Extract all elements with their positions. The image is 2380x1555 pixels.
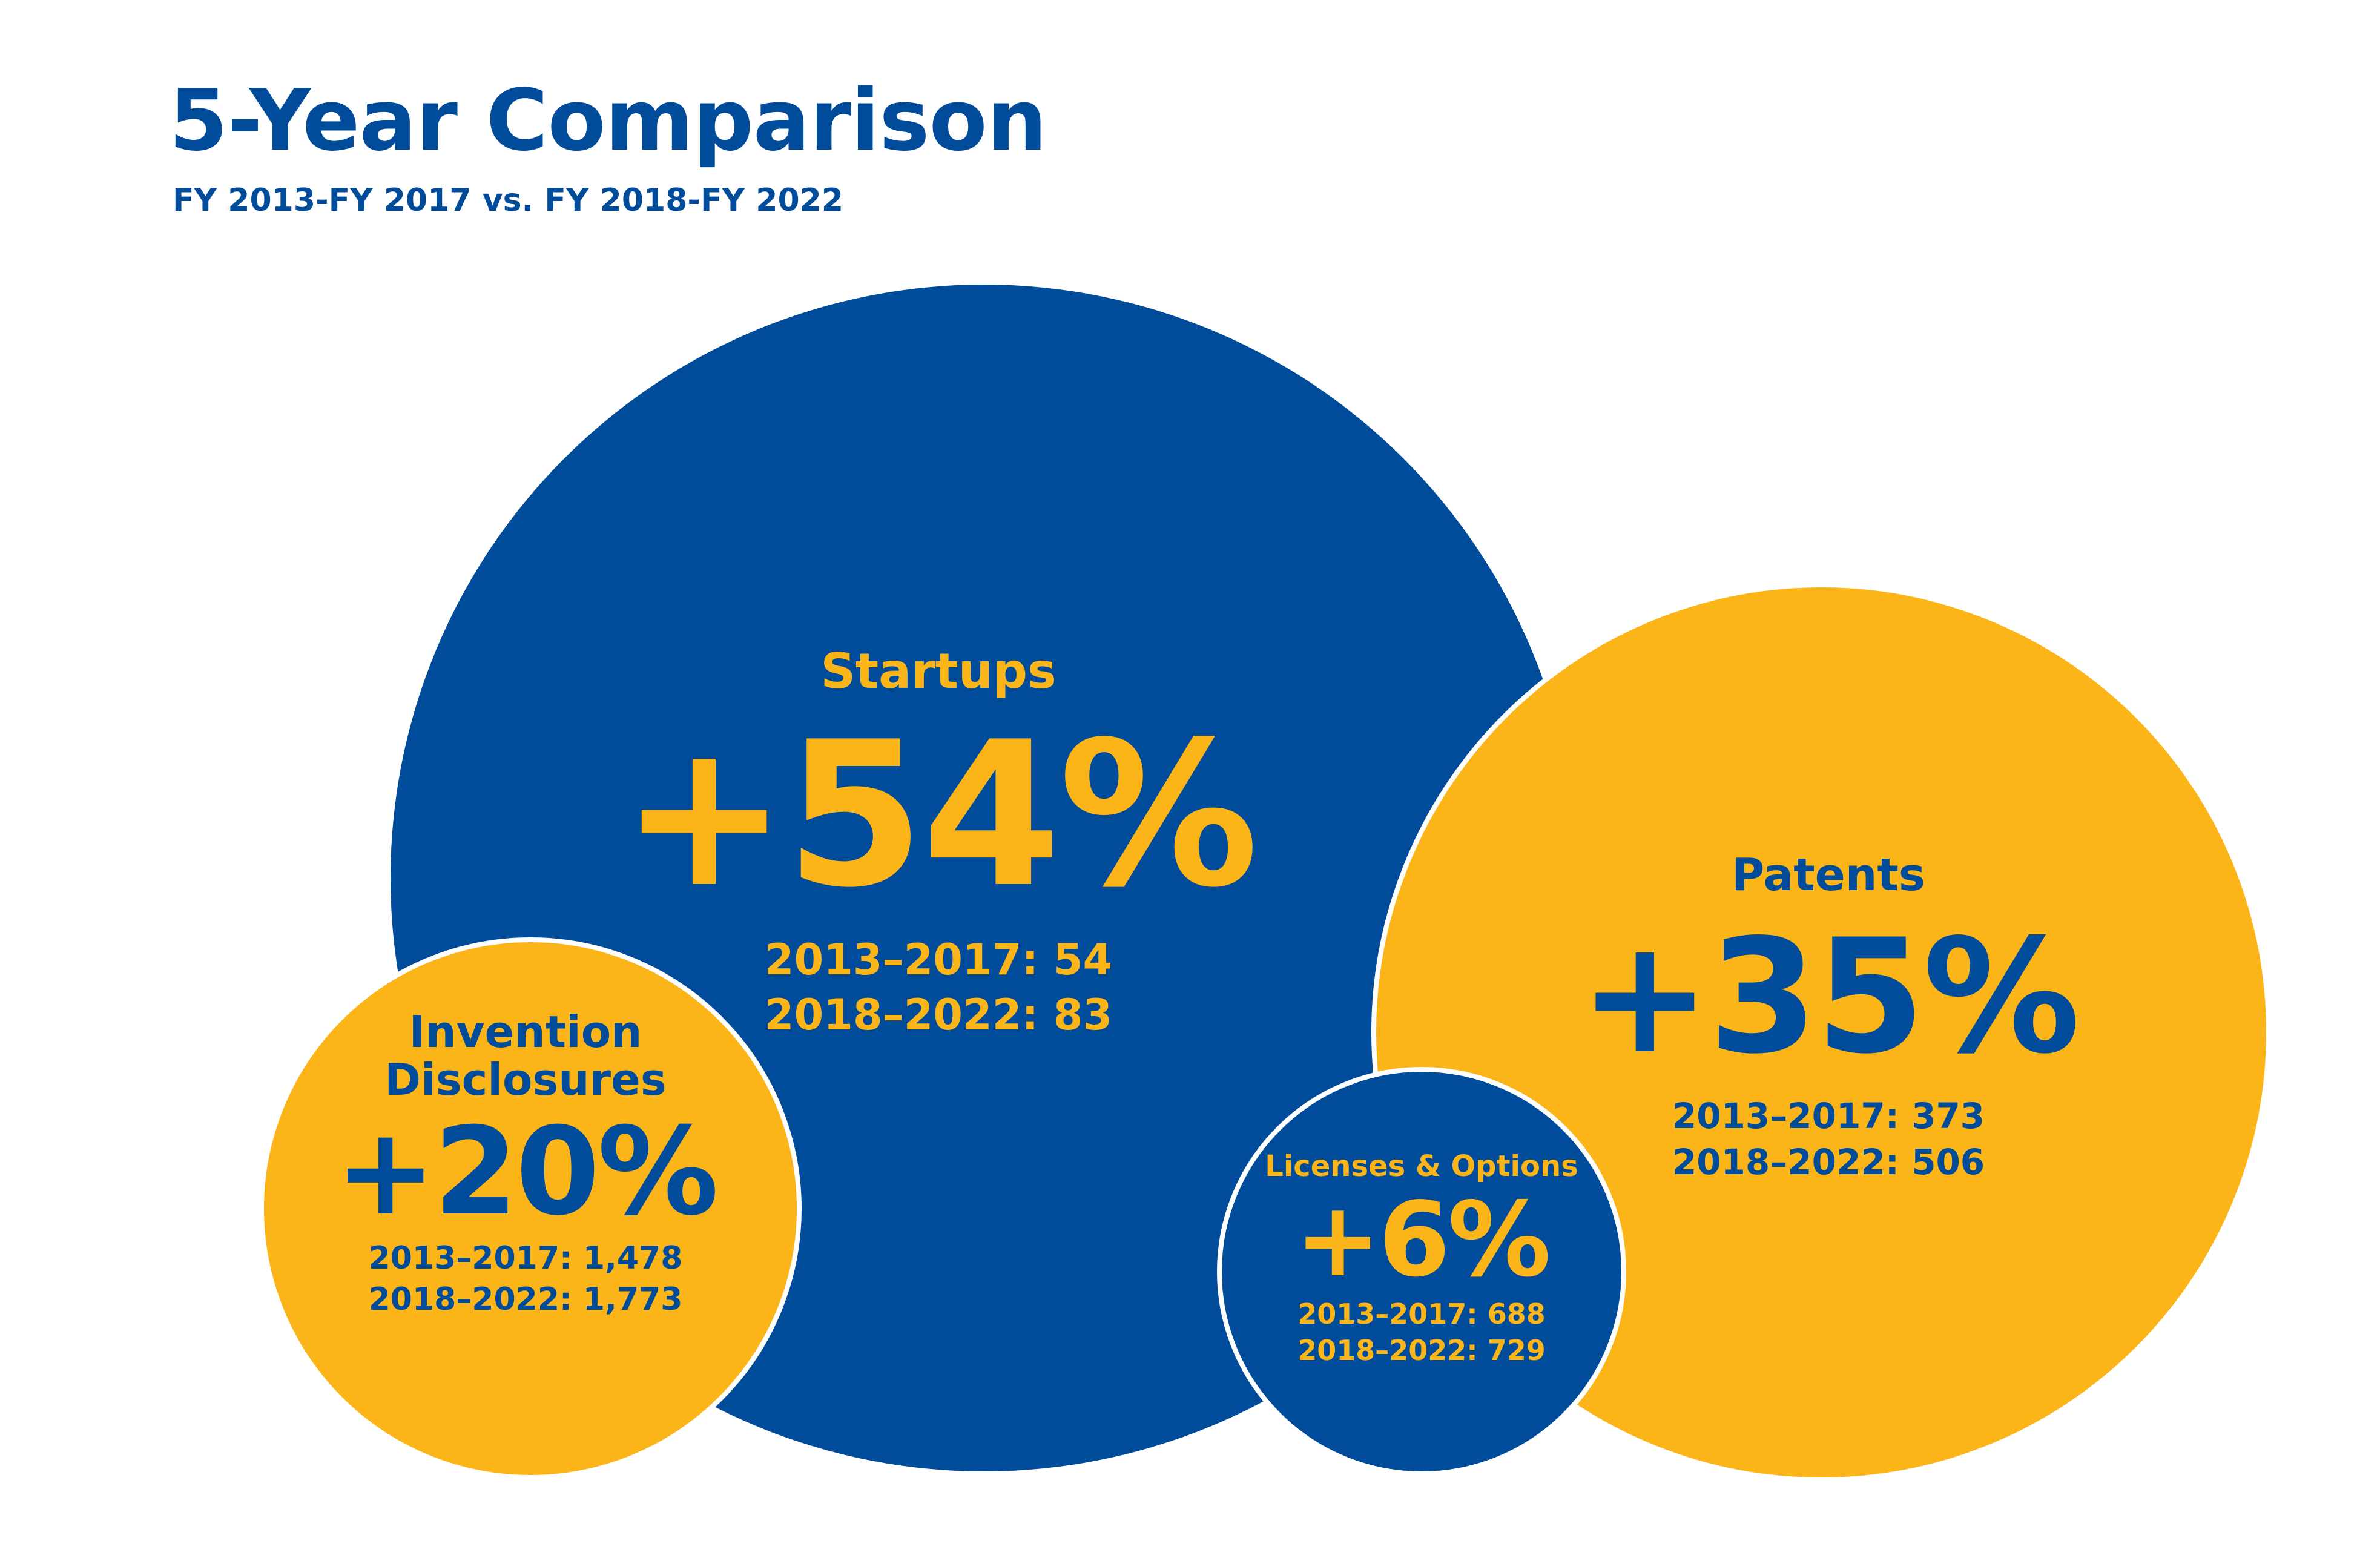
startups-label: Startups [820,643,1056,699]
startups-metric: Startups +54% 2013–2017: 54 2018–2022: 8… [605,645,1271,1043]
page-title: 5-Year Comparison [169,71,1047,170]
licenses-options-bubble [1217,1067,1626,1476]
invention-disclosures-period2: 2018–2022: 1,773 [368,1281,683,1318]
patents-change: +35% [1578,906,2080,1089]
patents-period2: 2018–2022: 506 [1672,1141,1985,1183]
patents-metric: Patents +35% 2013–2017: 373 2018–2022: 5… [1556,849,2101,1185]
licenses-options-period1: 2013–2017: 688 [1297,1298,1546,1331]
startups-change: +54% [620,699,1259,931]
licenses-options-period2: 2018–2022: 729 [1297,1334,1546,1367]
licenses-options-label: Licenses & Options [1265,1149,1578,1183]
page-subtitle: FY 2013-FY 2017 vs. FY 2018-FY 2022 [173,182,843,219]
licenses-options-metric: Licenses & Options +6% 2013–2017: 688 20… [1229,1151,1614,1369]
invention-disclosures-period1: 2013–2017: 1,478 [368,1240,683,1277]
patents-period1: 2013–2017: 373 [1672,1095,1985,1137]
invention-disclosures-change: +20% [334,1101,719,1243]
patents-label: Patents [1732,849,1925,901]
invention-disclosures-label-line1: Invention [409,1006,642,1057]
invention-disclosures-label-line2: Disclosures [384,1054,667,1106]
startups-period2: 2018–2022: 83 [764,989,1113,1040]
invention-disclosures-metric: Invention Disclosures +20% 2013–2017: 1,… [283,1008,768,1321]
startups-period1: 2013–2017: 54 [764,934,1113,985]
licenses-options-change: +6% [1294,1180,1551,1300]
invention-disclosures-bubble [259,937,802,1480]
